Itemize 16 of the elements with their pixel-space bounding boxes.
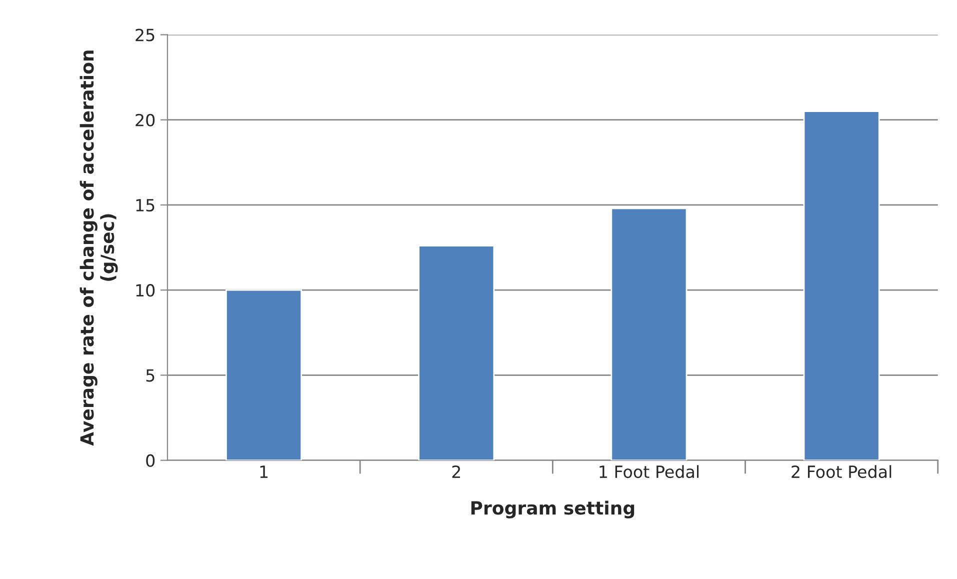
y-tick-label: 0	[146, 454, 155, 467]
y-tick-label: 10	[136, 284, 155, 297]
x-tick-label: 1	[260, 466, 268, 478]
x-tick-label: 2	[452, 465, 460, 478]
bar	[226, 289, 302, 460]
y-tick-label: 20	[136, 114, 155, 126]
bar	[610, 208, 688, 460]
y-tick-label: 25	[136, 28, 154, 42]
bar	[418, 245, 495, 460]
y-tick-label: 15	[136, 199, 154, 212]
y-tick-label: 5	[146, 369, 154, 382]
x-tick-label: 2 Foot Pedal	[792, 465, 892, 478]
x-axis-title: Program setting	[471, 500, 634, 518]
y-axis-title: Average rate of change of acceleration (g/sec)	[80, 50, 118, 446]
bar	[803, 110, 880, 460]
x-tick-label: 1 Foot Pedal	[600, 465, 699, 478]
